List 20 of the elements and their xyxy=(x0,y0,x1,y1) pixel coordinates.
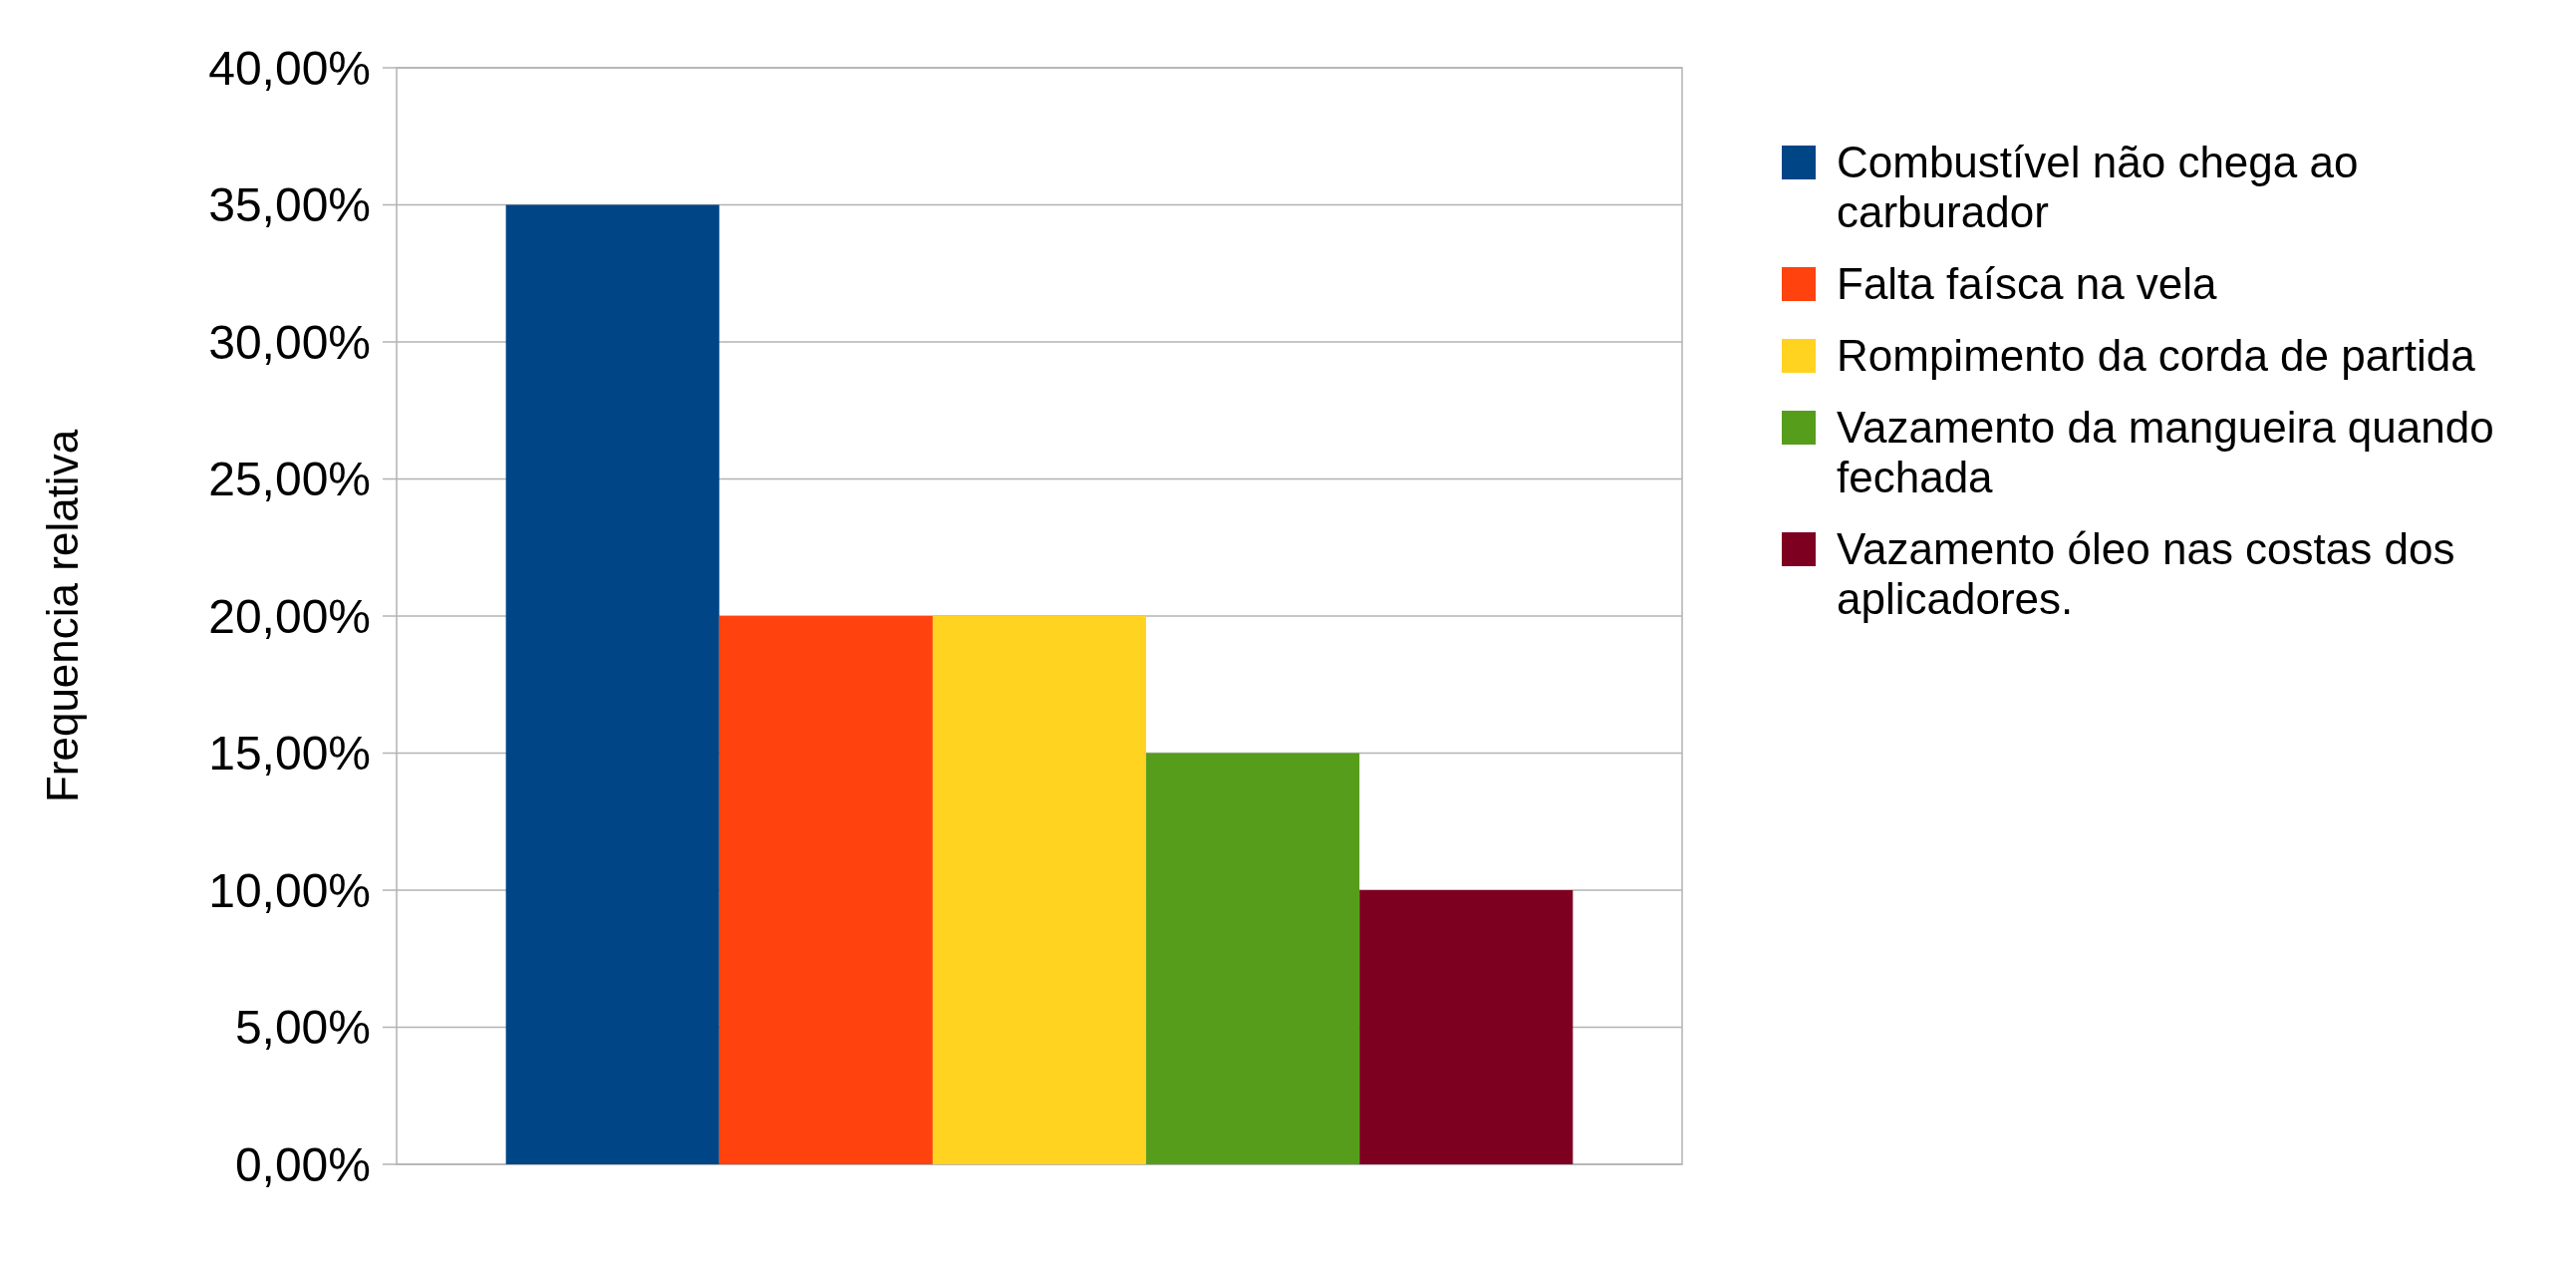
y-tick-label: 30,00% xyxy=(208,315,371,369)
y-tick-label: 10,00% xyxy=(208,863,371,917)
legend-label: Rompimento da corda de partida xyxy=(1837,331,2476,380)
legend-label: Combustível não chega ao carburador xyxy=(1837,138,2359,236)
bar xyxy=(718,616,933,1164)
legend-label: Falta faísca na vela xyxy=(1837,259,2218,308)
bar xyxy=(932,616,1147,1164)
y-tick-label: 40,00% xyxy=(208,41,371,95)
bar xyxy=(1359,890,1574,1164)
legend-label: Vazamento óleo nas costas dos aplicadores. xyxy=(1837,524,2455,623)
y-axis-title: Frequencia relativa xyxy=(38,429,87,803)
legend-label: Vazamento da mangueira quando fechada xyxy=(1837,403,2494,501)
y-tick-label: 25,00% xyxy=(208,453,371,506)
y-tick-label: 0,00% xyxy=(234,1137,371,1191)
y-tick-label: 15,00% xyxy=(208,727,371,781)
y-tick-label: 35,00% xyxy=(208,178,371,232)
y-tick-label: 20,00% xyxy=(208,589,371,643)
bar xyxy=(1146,753,1360,1164)
y-tick-label: 5,00% xyxy=(234,1001,371,1055)
bar xyxy=(505,204,719,1164)
